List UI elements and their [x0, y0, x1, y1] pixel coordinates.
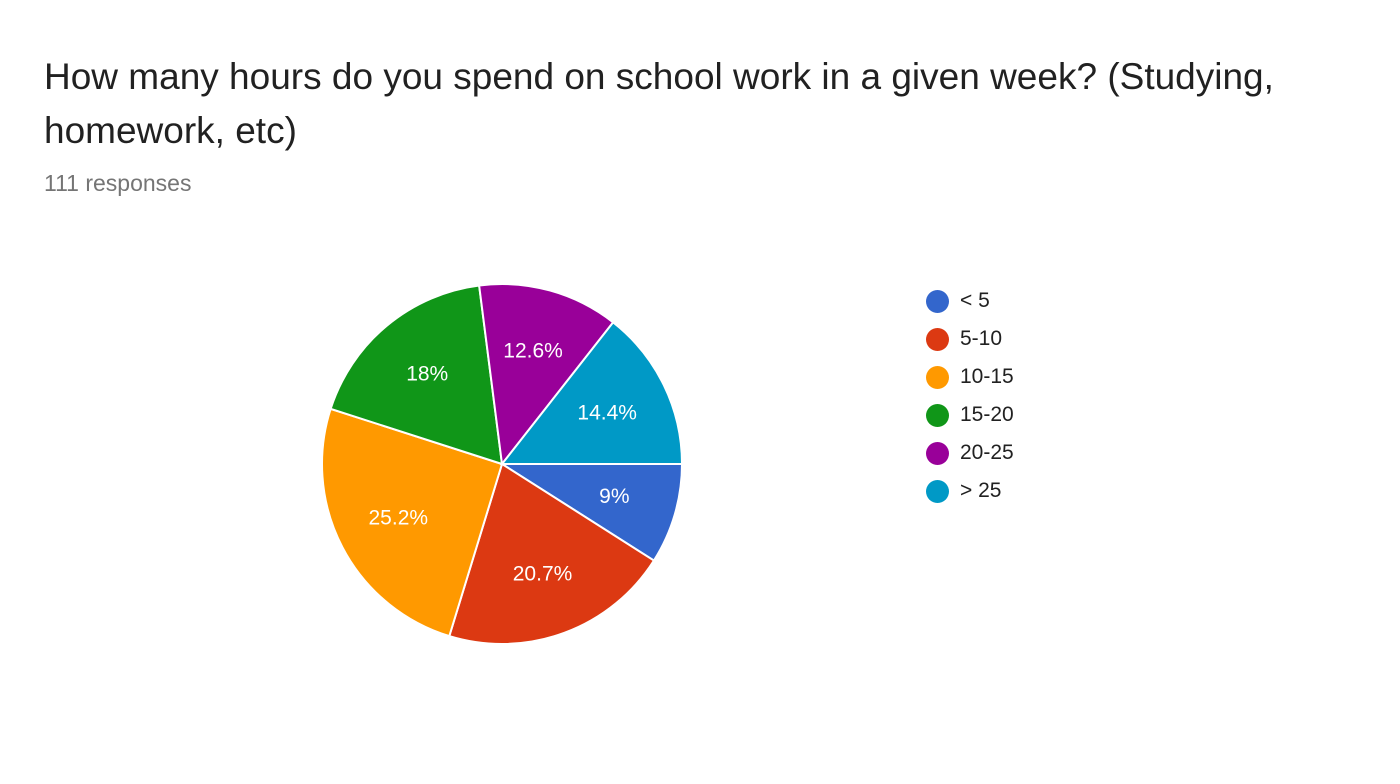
legend-label: > 25 — [960, 479, 1002, 502]
pie-slice-3[interactable] — [321, 407, 504, 638]
pie-slice-4[interactable] — [329, 284, 504, 466]
legend-swatch-icon — [926, 327, 949, 351]
legend-item-2[interactable]: 5-10 — [926, 320, 1014, 358]
legend-item-6[interactable]: > 25 — [926, 472, 1014, 510]
legend-swatch-icon — [926, 441, 949, 465]
legend-item-1[interactable]: < 5 — [926, 282, 1014, 320]
slice-label-4: 18% — [406, 363, 448, 386]
slice-label-5: 12.6% — [503, 340, 563, 363]
legend-item-3[interactable]: 10-15 — [926, 358, 1014, 396]
slice-label-2: 20.7% — [513, 562, 573, 585]
slice-label-3: 25.2% — [369, 507, 429, 530]
legend-label: 5-10 — [960, 327, 1003, 350]
slice-label-1: 9% — [599, 485, 629, 508]
pie-slice-2[interactable] — [448, 462, 656, 645]
legend-swatch-icon — [926, 289, 949, 313]
pie-slice-6[interactable] — [499, 320, 684, 465]
legend-swatch-icon — [926, 365, 949, 389]
chart-legend: < 5 5-10 10-15 15-20 20-25 > 25 — [926, 282, 1014, 510]
legend-label: < 5 — [960, 289, 990, 312]
slice-label-6: 14.4% — [577, 401, 637, 424]
pie-slice-1[interactable] — [498, 463, 684, 562]
pie-slice-5[interactable] — [478, 283, 615, 467]
legend-item-5[interactable]: 20-25 — [926, 434, 1014, 472]
legend-swatch-icon — [926, 403, 949, 427]
legend-item-4[interactable]: 15-20 — [926, 396, 1014, 434]
response-count: 111 responses — [44, 170, 192, 196]
legend-label: 10-15 — [960, 365, 1014, 388]
legend-label: 15-20 — [960, 403, 1014, 426]
chart-title: How many hours do you spend on school wo… — [44, 56, 1274, 151]
legend-swatch-icon — [926, 479, 949, 503]
legend-label: 20-25 — [960, 441, 1014, 464]
